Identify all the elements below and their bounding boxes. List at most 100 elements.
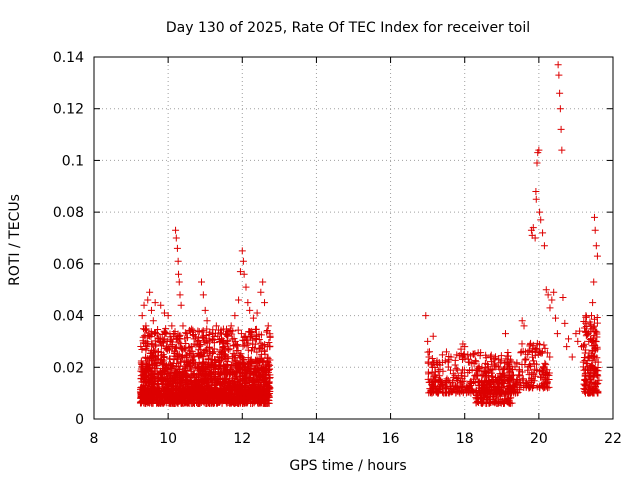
data-point — [485, 372, 493, 380]
data-point — [244, 346, 252, 354]
data-point — [436, 361, 444, 369]
data-point — [194, 327, 202, 335]
data-point — [246, 306, 254, 314]
x-tick-label: 20 — [530, 431, 548, 447]
data-point — [239, 257, 247, 265]
data-point — [429, 359, 437, 367]
data-point — [263, 328, 271, 336]
data-point — [266, 330, 274, 338]
data-point — [264, 385, 272, 393]
data-point — [142, 353, 150, 361]
data-point — [215, 336, 223, 344]
data-point — [224, 363, 232, 371]
data-point — [589, 299, 597, 307]
y-tick-label: 0.12 — [53, 102, 84, 118]
data-point — [260, 384, 268, 392]
data-point — [172, 335, 180, 343]
data-point — [513, 378, 521, 386]
data-point — [160, 327, 168, 335]
data-point — [198, 278, 206, 286]
data-point — [541, 369, 549, 377]
data-point — [240, 333, 248, 341]
data-point — [580, 366, 588, 374]
data-point — [540, 242, 548, 250]
data-point — [595, 376, 603, 384]
data-point — [438, 351, 446, 359]
data-point — [201, 389, 209, 397]
data-point — [449, 370, 457, 378]
data-point — [590, 322, 598, 330]
data-point — [173, 385, 181, 393]
data-point — [198, 385, 206, 393]
data-point — [159, 339, 167, 347]
data-point — [487, 381, 495, 389]
data-point — [260, 347, 268, 355]
x-tick-label: 18 — [456, 431, 474, 447]
data-point — [191, 333, 199, 341]
data-point — [470, 360, 478, 368]
data-point — [593, 252, 601, 260]
data-point — [532, 195, 540, 203]
data-point — [441, 381, 449, 389]
data-point — [555, 71, 563, 79]
data-point — [501, 330, 509, 338]
data-point — [432, 388, 440, 396]
data-point — [508, 386, 516, 394]
data-point — [518, 368, 526, 376]
data-point — [148, 354, 156, 362]
data-point — [525, 371, 533, 379]
data-point — [205, 351, 213, 359]
data-point — [536, 208, 544, 216]
data-point — [263, 369, 271, 377]
data-point — [204, 394, 212, 402]
data-point — [594, 387, 602, 395]
data-point — [141, 368, 149, 376]
data-point — [237, 383, 245, 391]
data-point — [218, 375, 226, 383]
data-point — [203, 382, 211, 390]
data-point — [535, 146, 543, 154]
data-point — [481, 359, 489, 367]
data-point — [212, 372, 220, 380]
data-point — [459, 366, 467, 374]
data-point — [581, 376, 589, 384]
data-point — [590, 213, 598, 221]
data-point — [244, 299, 252, 307]
data-point — [257, 371, 265, 379]
data-point — [164, 386, 172, 394]
data-point — [582, 327, 590, 335]
data-point — [485, 382, 493, 390]
data-point — [203, 362, 211, 370]
data-point — [480, 395, 488, 403]
data-point — [177, 340, 185, 348]
data-point — [546, 304, 554, 312]
data-point — [561, 319, 569, 327]
data-point — [137, 374, 145, 382]
data-point — [223, 399, 231, 407]
data-point — [543, 378, 551, 386]
data-point — [582, 323, 590, 331]
data-point — [501, 359, 509, 367]
data-point — [165, 355, 173, 363]
data-point — [189, 326, 197, 334]
data-point — [218, 348, 226, 356]
data-point — [459, 389, 467, 397]
data-point — [525, 363, 533, 371]
data-point — [210, 339, 218, 347]
data-point — [582, 359, 590, 367]
data-point — [424, 337, 432, 345]
data-point — [538, 373, 546, 381]
data-point — [424, 375, 432, 383]
data-point — [171, 328, 179, 336]
data-point — [488, 391, 496, 399]
data-point — [502, 355, 510, 363]
data-point — [142, 399, 150, 407]
data-point — [221, 330, 229, 338]
data-point — [231, 381, 239, 389]
data-point — [140, 378, 148, 386]
data-point — [183, 393, 191, 401]
data-point — [592, 242, 600, 250]
data-point — [452, 365, 460, 373]
data-point — [210, 345, 218, 353]
